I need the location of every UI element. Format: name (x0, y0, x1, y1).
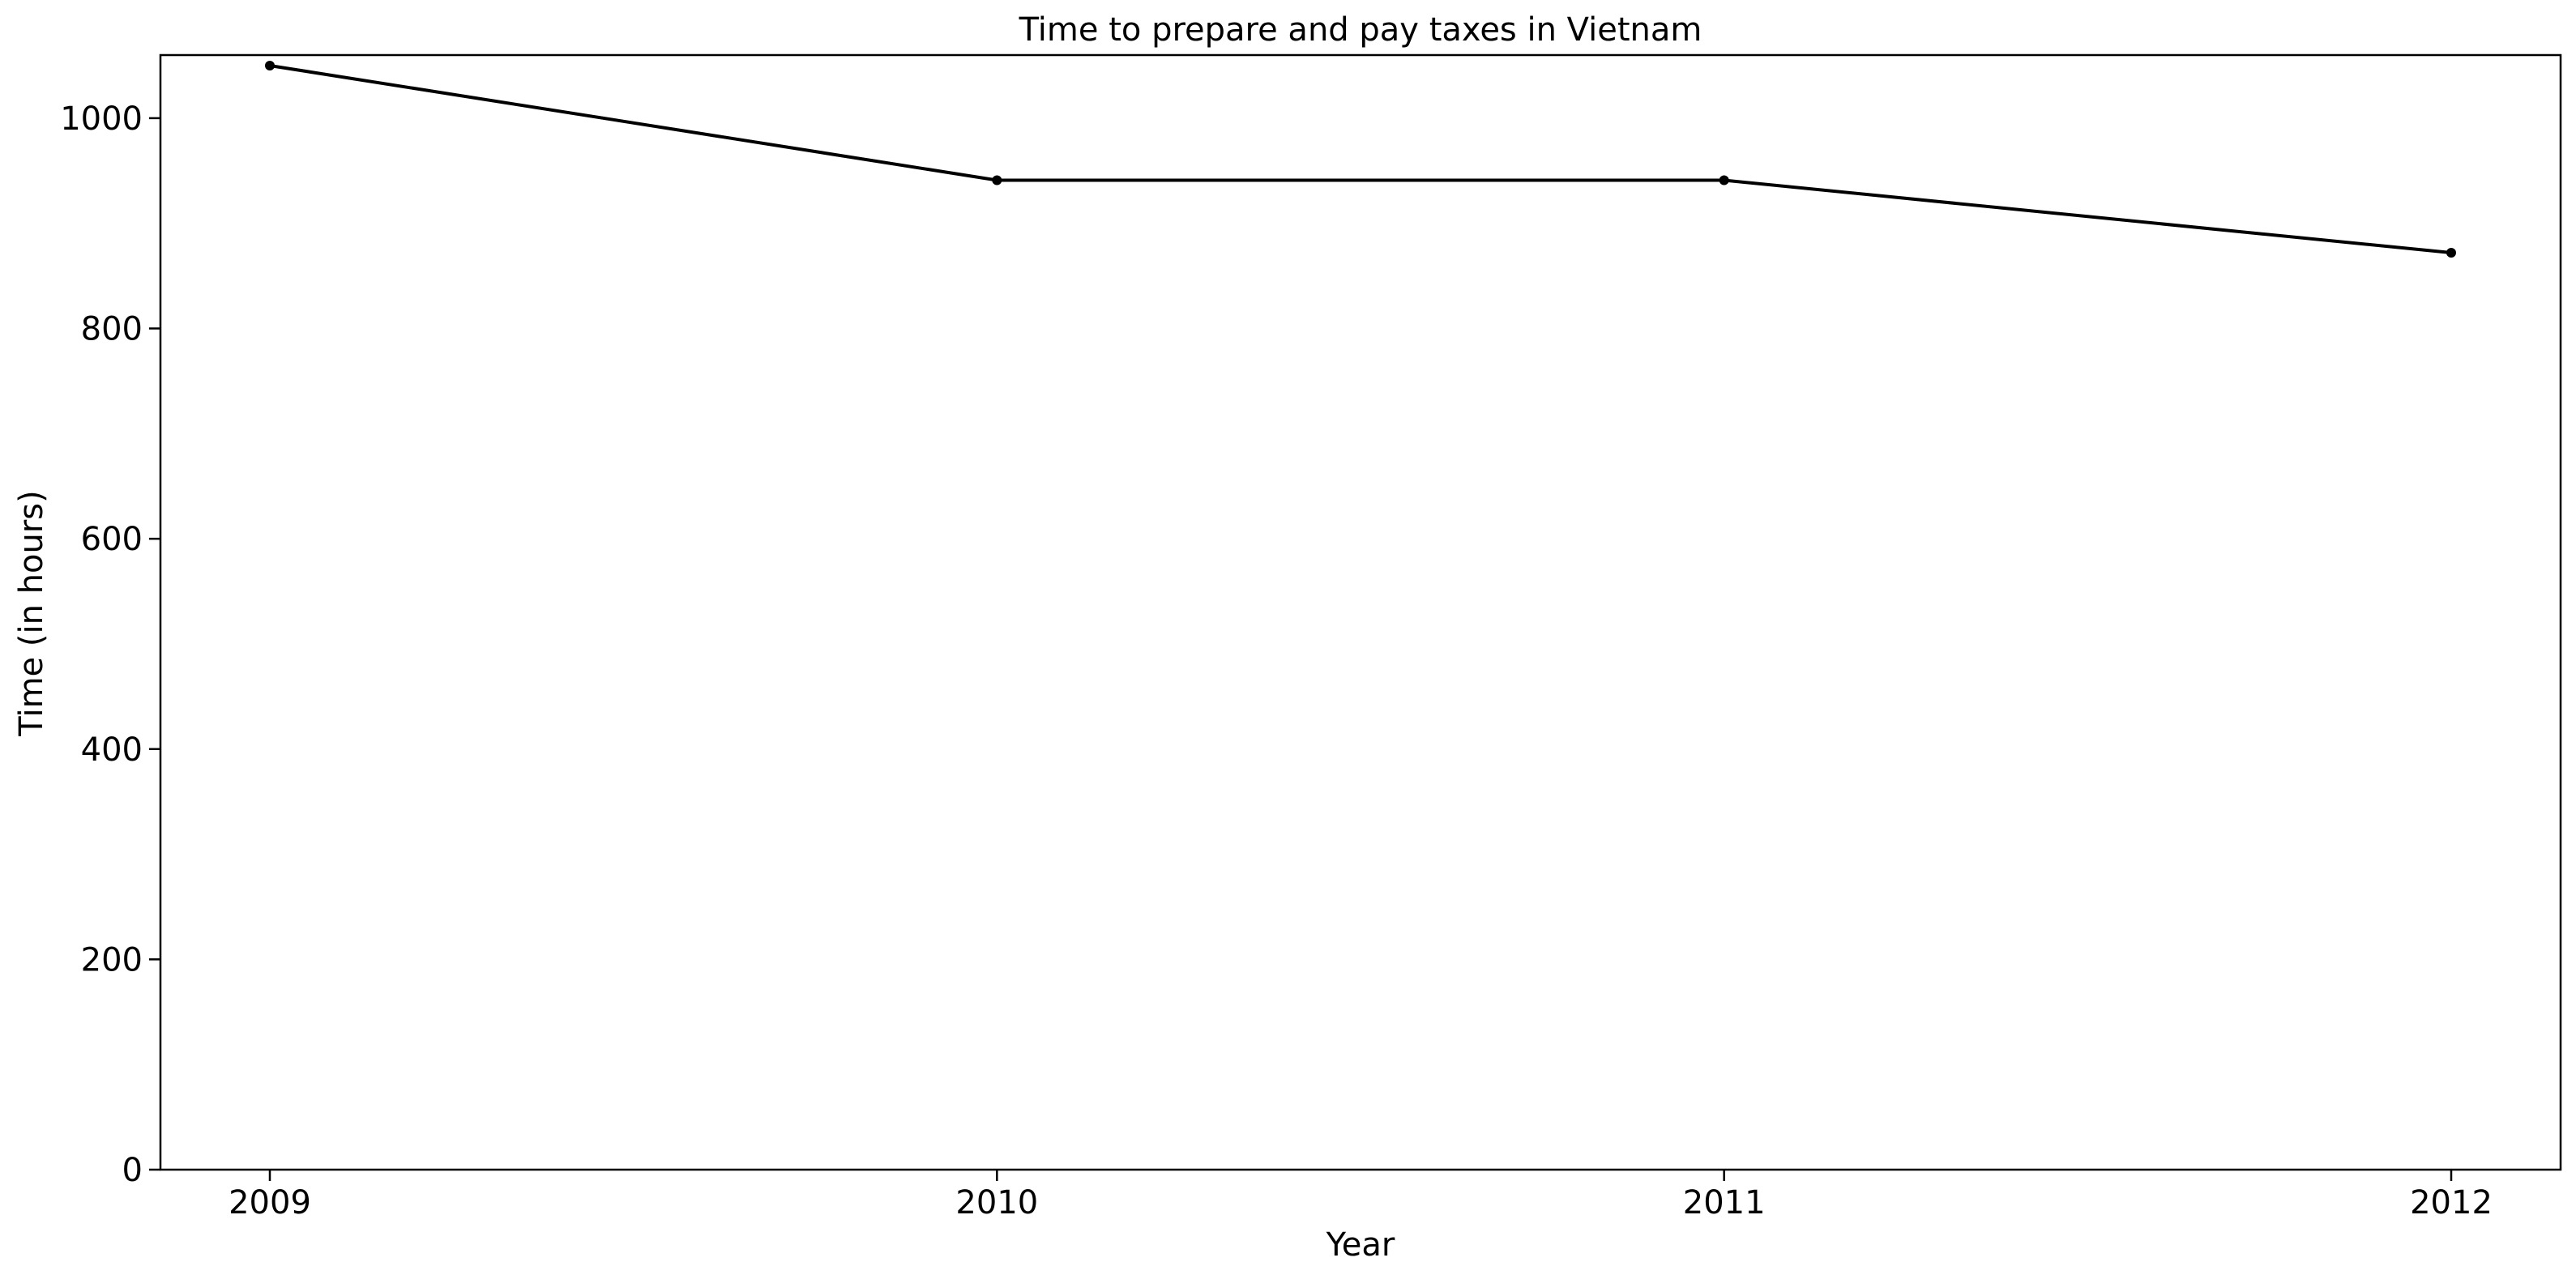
y-axis: 0 200 400 600 800 1000 (60, 100, 160, 1189)
chart-title: Time to prepare and pay taxes in Vietnam (1019, 11, 1702, 49)
x-tick-label: 2009 (229, 1184, 311, 1221)
x-axis-label: Year (1326, 1226, 1395, 1264)
y-tick-label: 600 (81, 521, 143, 558)
data-point-2009 (265, 60, 275, 70)
y-axis-label: Time (in hours) (13, 490, 50, 736)
x-tick-label: 2011 (1683, 1184, 1766, 1221)
data-point-2011 (1719, 175, 1729, 185)
data-point-2010 (992, 175, 1002, 185)
data-point-2012 (2446, 248, 2456, 258)
y-tick-label: 1000 (60, 100, 143, 138)
plot-frame (159, 53, 2562, 1171)
y-tick-label: 0 (122, 1152, 143, 1189)
y-tick-label: 200 (81, 941, 143, 978)
y-tick-label: 400 (81, 731, 143, 769)
y-tick-label: 800 (81, 311, 143, 348)
data-points (265, 60, 2456, 258)
x-tick-label: 2012 (2410, 1184, 2493, 1221)
series-line (269, 64, 2452, 255)
x-axis: 2009 2010 2011 2012 (229, 1170, 2493, 1221)
x-tick-label: 2010 (955, 1184, 1038, 1221)
